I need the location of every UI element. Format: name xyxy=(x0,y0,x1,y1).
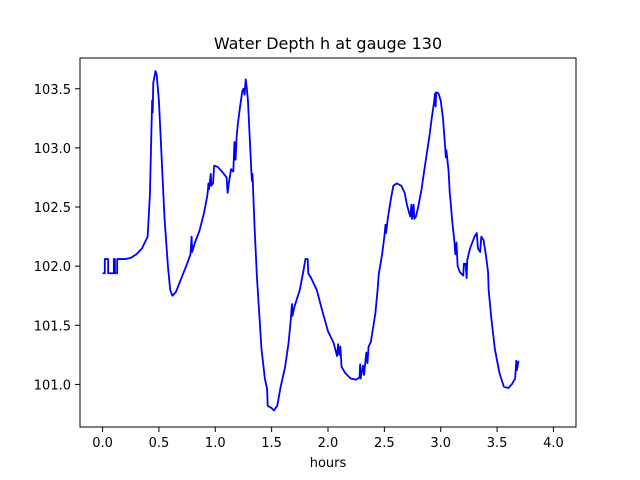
x-tick-label: 4.0 xyxy=(543,436,564,451)
y-axis: 101.0 101.5 102.0 102.5 103.0 103.5 xyxy=(34,83,80,393)
x-tick-label: 1.0 xyxy=(205,436,226,451)
series-line-water-depth xyxy=(102,70,520,412)
x-tick-label: 3.5 xyxy=(487,436,508,451)
x-axis: 0.0 0.5 1.0 1.5 2.0 2.5 3.0 3.5 4.0 xyxy=(92,427,564,451)
x-tick-label: 1.5 xyxy=(261,436,282,451)
chart-title: Water Depth h at gauge 130 xyxy=(214,34,442,53)
x-tick-label: 0.0 xyxy=(92,436,113,451)
y-tick-label: 103.0 xyxy=(34,142,71,157)
x-axis-label: hours xyxy=(310,456,347,471)
x-tick-label: 3.0 xyxy=(430,436,451,451)
x-tick-label: 0.5 xyxy=(149,436,170,451)
y-tick-label: 103.5 xyxy=(34,83,71,98)
y-tick-label: 101.0 xyxy=(34,378,71,393)
x-tick-label: 2.0 xyxy=(318,436,339,451)
x-tick-label: 2.5 xyxy=(374,436,395,451)
y-tick-label: 102.0 xyxy=(34,260,71,275)
y-tick-label: 101.5 xyxy=(34,319,71,334)
y-tick-label: 102.5 xyxy=(34,201,71,216)
